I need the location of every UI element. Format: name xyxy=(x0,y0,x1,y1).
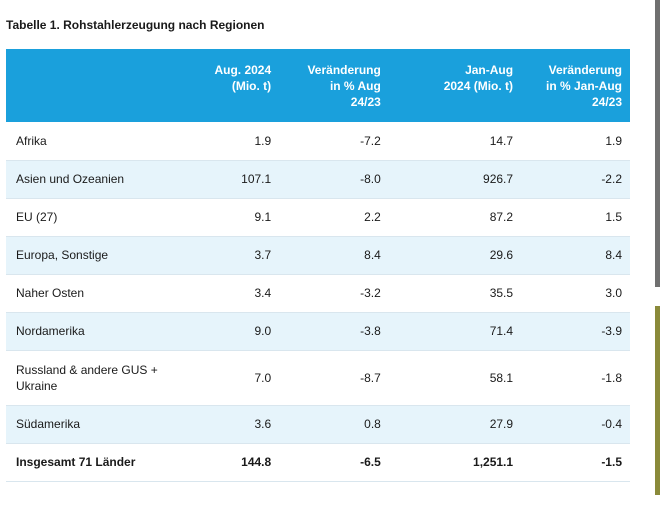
cell-change-aug: -8.7 xyxy=(279,350,389,406)
cell-aug-2024: 9.1 xyxy=(198,198,280,237)
cell-aug-2024: 9.0 xyxy=(198,312,280,351)
cell-change-jan-aug: -1.8 xyxy=(521,350,630,406)
cell-change-jan-aug: 8.4 xyxy=(521,236,630,275)
cell-change-aug: -8.0 xyxy=(279,160,389,199)
cell-region: Südamerika xyxy=(6,405,199,444)
cell-change-aug: 8.4 xyxy=(279,236,389,275)
cell-jan-aug-2024: 35.5 xyxy=(388,274,522,313)
cell-change-aug: -3.8 xyxy=(279,312,389,351)
cell-region: Asien und Ozeanien xyxy=(6,160,199,199)
cell-region: Naher Osten xyxy=(6,274,199,313)
cell-aug-2024: 107.1 xyxy=(198,160,280,199)
cell-change-aug: 0.8 xyxy=(279,405,389,444)
cell-region: Insgesamt 71 Länder xyxy=(6,443,199,482)
cell-change-aug: -6.5 xyxy=(279,443,389,482)
table-row: EU (27) 9.1 2.2 87.2 1.5 xyxy=(6,198,630,237)
cell-change-jan-aug: -0.4 xyxy=(521,405,630,444)
cell-change-jan-aug: 1.9 xyxy=(521,122,630,161)
table-header-row: Aug. 2024 (Mio. t) Veränderung in % Aug … xyxy=(6,49,630,122)
table-title: Tabelle 1. Rohstahlerzeugung nach Region… xyxy=(6,18,265,32)
header-jan-aug-2024: Jan-Aug 2024 (Mio. t) xyxy=(443,63,514,93)
cell-region: EU (27) xyxy=(6,198,199,237)
table-row: Asien und Ozeanien 107.1 -8.0 926.7 -2.2 xyxy=(6,160,630,199)
steel-production-table: Aug. 2024 (Mio. t) Veränderung in % Aug … xyxy=(6,49,630,482)
cell-jan-aug-2024: 71.4 xyxy=(388,312,522,351)
cell-jan-aug-2024: 1,251.1 xyxy=(388,443,522,482)
header-change-aug: Veränderung in % Aug 24/23 xyxy=(307,63,381,109)
cell-jan-aug-2024: 87.2 xyxy=(388,198,522,237)
scrollbar-thumb-bottom[interactable] xyxy=(655,306,660,495)
cell-change-jan-aug: -1.5 xyxy=(521,443,630,482)
cell-aug-2024: 3.7 xyxy=(198,236,280,275)
cell-change-jan-aug: 1.5 xyxy=(521,198,630,237)
cell-jan-aug-2024: 29.6 xyxy=(388,236,522,275)
cell-change-jan-aug: 3.0 xyxy=(521,274,630,313)
cell-region: Europa, Sonstige xyxy=(6,236,199,275)
scrollbar-thumb-top[interactable] xyxy=(655,0,660,287)
cell-change-jan-aug: -3.9 xyxy=(521,312,630,351)
cell-jan-aug-2024: 58.1 xyxy=(388,350,522,406)
cell-jan-aug-2024: 27.9 xyxy=(388,405,522,444)
cell-region: Nordamerika xyxy=(6,312,199,351)
cell-aug-2024: 7.0 xyxy=(198,350,280,406)
cell-change-aug: -7.2 xyxy=(279,122,389,161)
cell-jan-aug-2024: 926.7 xyxy=(388,160,522,199)
table-row: Afrika 1.9 -7.2 14.7 1.9 xyxy=(6,122,630,161)
cell-change-aug: 2.2 xyxy=(279,198,389,237)
cell-aug-2024: 1.9 xyxy=(198,122,280,161)
header-change-jan-aug: Veränderung in % Jan-Aug 24/23 xyxy=(545,63,622,109)
cell-aug-2024: 3.4 xyxy=(198,274,280,313)
cell-region: Russland & andere GUS + Ukraine xyxy=(6,350,199,406)
table-row: Europa, Sonstige 3.7 8.4 29.6 8.4 xyxy=(6,236,630,275)
table-row: Russland & andere GUS + Ukraine 7.0 -8.7… xyxy=(6,350,630,406)
table-total-row: Insgesamt 71 Länder 144.8 -6.5 1,251.1 -… xyxy=(6,443,630,482)
table-row: Naher Osten 3.4 -3.2 35.5 3.0 xyxy=(6,274,630,313)
cell-aug-2024: 3.6 xyxy=(198,405,280,444)
cell-change-aug: -3.2 xyxy=(279,274,389,313)
cell-aug-2024: 144.8 xyxy=(198,443,280,482)
header-aug-2024: Aug. 2024 (Mio. t) xyxy=(214,63,272,93)
table-row: Nordamerika 9.0 -3.8 71.4 -3.9 xyxy=(6,312,630,351)
cell-region: Afrika xyxy=(6,122,199,161)
table-row: Südamerika 3.6 0.8 27.9 -0.4 xyxy=(6,405,630,444)
cell-change-jan-aug: -2.2 xyxy=(521,160,630,199)
header-region xyxy=(6,49,199,122)
cell-jan-aug-2024: 14.7 xyxy=(388,122,522,161)
